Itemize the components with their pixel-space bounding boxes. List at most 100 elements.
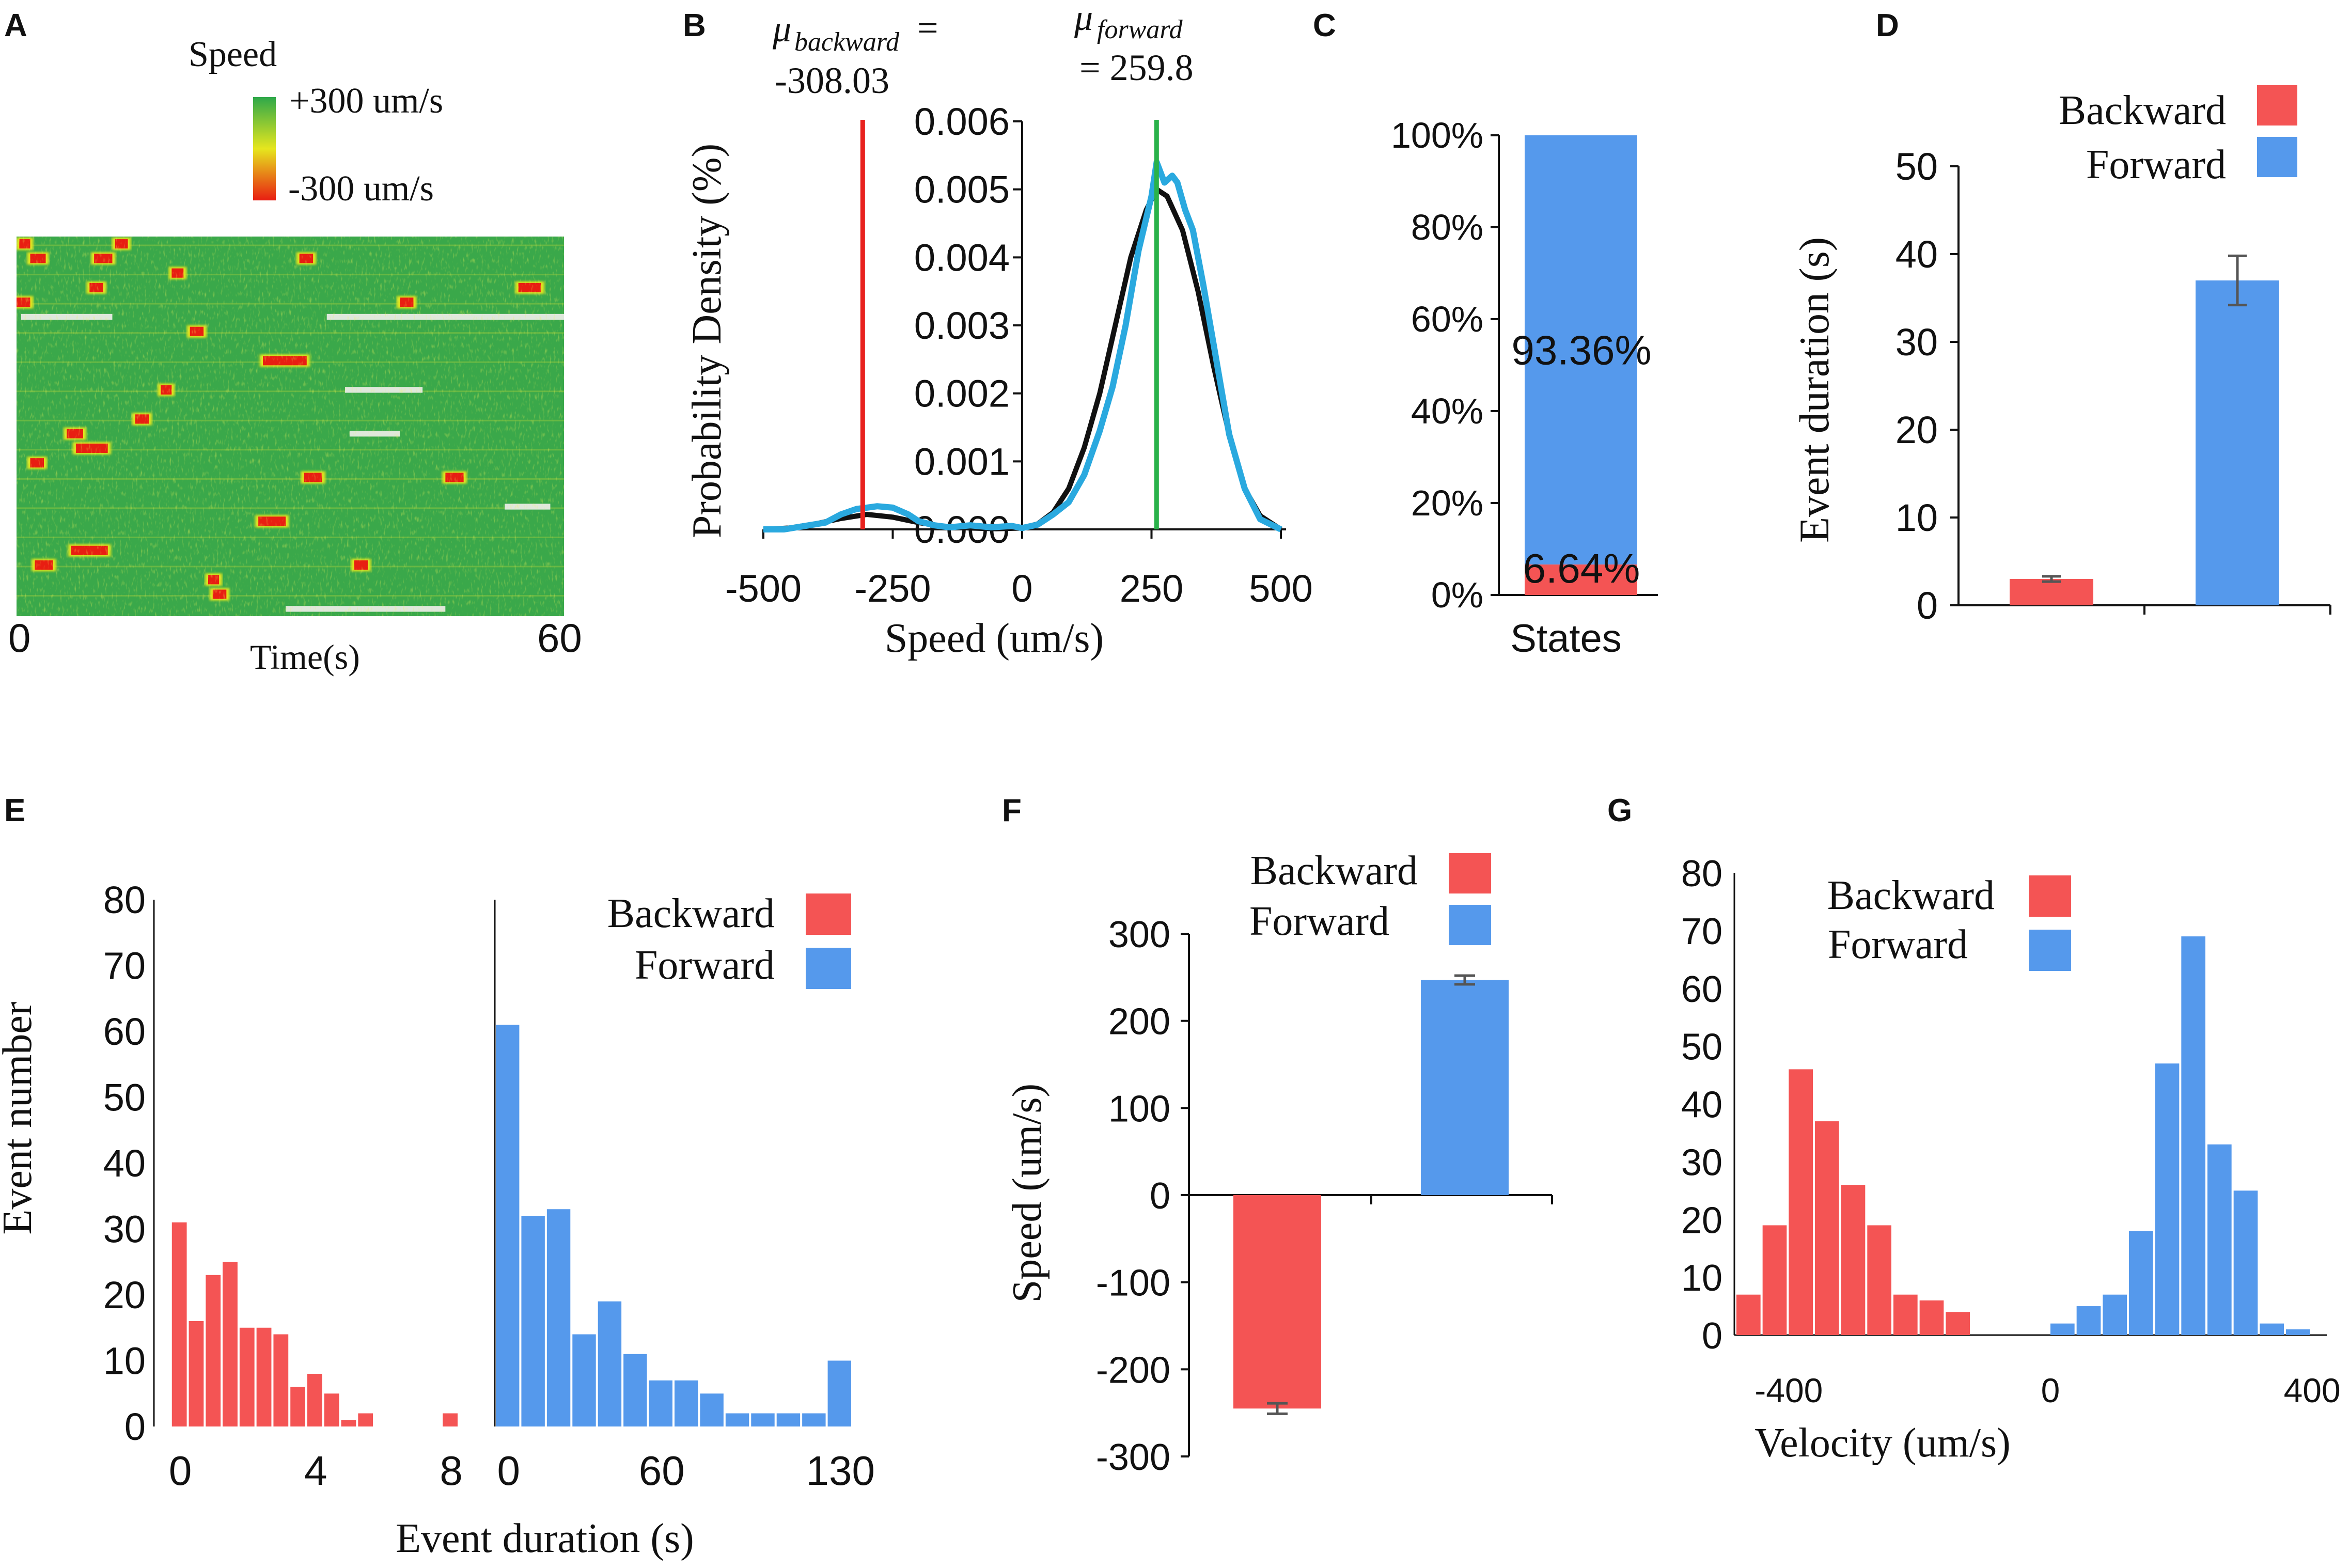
histogram-bar-backward xyxy=(290,1387,305,1426)
legend-swatch-backward xyxy=(806,893,851,935)
bar-backward xyxy=(1525,564,1637,595)
x-tick-label: 0 xyxy=(1011,567,1032,610)
panel-g: G 0 10 20 30 40 50 60 70 80 -400 0 400 Velocity (um… xyxy=(1607,793,2341,1466)
histogram-bar-backward xyxy=(1841,1185,1866,1335)
legend-label-backward: Backward xyxy=(607,891,775,936)
bar-forward xyxy=(1421,980,1509,1195)
duration-bar-chart: 0 10 20 30 40 50 xyxy=(1895,145,2331,627)
panel-label-g: G xyxy=(1607,793,1632,828)
y-tick-label: 80% xyxy=(1411,207,1483,247)
velocity-x-label: Velocity (um/s) xyxy=(1754,1420,2010,1466)
y-tick-label: 100% xyxy=(1391,115,1483,155)
x-tick-label: 400 xyxy=(2284,1371,2341,1409)
velocity-histogram: 0 10 20 30 40 50 60 70 80 -400 0 400 xyxy=(1681,853,2341,1409)
histogram-bar-backward xyxy=(273,1334,289,1426)
speed-bar-chart: -300 -200 -100 0 100 200 300 xyxy=(1096,914,1553,1478)
histogram-bar-backward xyxy=(1736,1294,1761,1335)
x-tick-label: 4 xyxy=(304,1448,327,1494)
panel-label-e: E xyxy=(4,793,25,828)
histogram-bar-backward xyxy=(189,1321,204,1426)
histogram-bar-forward xyxy=(776,1413,801,1426)
y-tick-label: 0.006 xyxy=(914,100,1010,143)
y-tick-label: 20 xyxy=(1681,1200,1722,1241)
y-tick-label: 0.005 xyxy=(914,168,1010,211)
panel-label-c: C xyxy=(1313,8,1336,43)
y-tick-label: 30 xyxy=(1681,1142,1722,1183)
y-tick-label: 10 xyxy=(103,1340,146,1383)
legend-swatch-backward xyxy=(2257,85,2297,126)
bar-backward xyxy=(2010,579,2093,605)
mu-backward-subscript: backward xyxy=(794,27,900,57)
y-tick-label: 40% xyxy=(1411,391,1483,431)
heatmap-x-tick-0: 0 xyxy=(8,615,30,661)
legend-label-forward: Forward xyxy=(1828,922,1968,967)
y-tick-label: 10 xyxy=(1895,496,1938,539)
histogram-bar-forward xyxy=(546,1209,571,1426)
density-x-label: Speed (um/s) xyxy=(885,616,1104,661)
histogram-bar-backward xyxy=(358,1413,373,1426)
legend-swatch-forward xyxy=(2257,137,2297,177)
y-tick-label: 70 xyxy=(1681,911,1722,952)
histogram-bar-backward xyxy=(171,1222,187,1426)
histogram-bar-backward xyxy=(223,1262,238,1426)
y-tick-label: 40 xyxy=(1895,233,1938,276)
y-tick-label: 60 xyxy=(1681,969,1722,1010)
legend-label-backward: Backward xyxy=(1827,873,1995,918)
y-tick-label: 0 xyxy=(1702,1315,1722,1357)
histogram-bar-forward xyxy=(623,1354,647,1426)
y-tick-label: 20 xyxy=(1895,409,1938,451)
bar-backward xyxy=(1233,1195,1321,1409)
speed-y-label: Speed (um/s) xyxy=(1005,1084,1050,1303)
x-tick-label: 0 xyxy=(169,1448,192,1494)
y-tick-label: 10 xyxy=(1681,1258,1722,1299)
histogram-bar-backward xyxy=(239,1327,255,1426)
density-y-label: Probability Density (%) xyxy=(684,144,730,538)
density-axes: 0.0000.0010.0020.0030.0040.0050.006-500-… xyxy=(725,100,1313,610)
y-tick-label: 30 xyxy=(103,1208,146,1251)
histogram-bar-backward xyxy=(1815,1121,1839,1335)
legend-swatch-forward xyxy=(2029,930,2071,971)
states-x-label: States xyxy=(1510,617,1621,661)
panel-b: B μ backward = -308.03 μ forward = 259.8… xyxy=(683,0,1313,661)
y-tick-label: 80 xyxy=(103,879,146,921)
heatmap-texture xyxy=(17,237,564,616)
x-tick-label: -500 xyxy=(725,567,802,610)
bar-forward xyxy=(1525,135,1637,565)
legend-label-forward: Forward xyxy=(635,943,775,988)
colorbar-min-label: -300 um/s xyxy=(288,169,434,209)
y-tick-label: 0 xyxy=(1150,1175,1170,1217)
histogram-bar-forward xyxy=(2155,1063,2180,1335)
histogram-bar-backward xyxy=(443,1413,458,1426)
histogram-bar-forward xyxy=(598,1301,622,1426)
y-tick-label: 40 xyxy=(103,1142,146,1185)
colorbar-max-label: +300 um/s xyxy=(289,81,443,121)
histogram-bar-backward xyxy=(206,1275,221,1426)
density-curves xyxy=(763,120,1282,532)
y-tick-label: 40 xyxy=(1681,1085,1722,1126)
histogram-bar-forward xyxy=(725,1413,749,1426)
histogram-bar-forward xyxy=(700,1393,724,1426)
x-tick-label: 8 xyxy=(440,1448,463,1494)
mu-forward-symbol: μ xyxy=(1074,0,1093,38)
y-tick-label: 50 xyxy=(1681,1027,1722,1068)
y-tick-label: 0.002 xyxy=(914,372,1010,415)
x-tick-label: 0 xyxy=(2041,1371,2060,1409)
event-number-y-label: Event number xyxy=(0,1002,40,1235)
histogram-bar-backward xyxy=(307,1374,322,1426)
y-tick-label: 0 xyxy=(1917,584,1938,627)
y-tick-label: -300 xyxy=(1096,1437,1170,1478)
histogram-bar-backward xyxy=(1919,1300,1944,1335)
y-tick-label: 70 xyxy=(103,945,146,987)
mu-forward-value: = 259.8 xyxy=(1079,47,1194,88)
bar-forward xyxy=(2196,280,2279,605)
y-tick-label: 0 xyxy=(124,1405,146,1448)
bar-label-forward: 93.36% xyxy=(1511,327,1651,373)
y-tick-label: 50 xyxy=(1895,145,1938,188)
histogram-bar-forward xyxy=(2207,1144,2232,1335)
histogram-bar-forward xyxy=(827,1360,851,1426)
legend-swatch-backward xyxy=(2029,875,2071,917)
mu-backward-equals: = xyxy=(917,7,938,49)
histogram-bar-backward xyxy=(324,1393,339,1426)
histogram-bar-backward xyxy=(1893,1294,1918,1335)
